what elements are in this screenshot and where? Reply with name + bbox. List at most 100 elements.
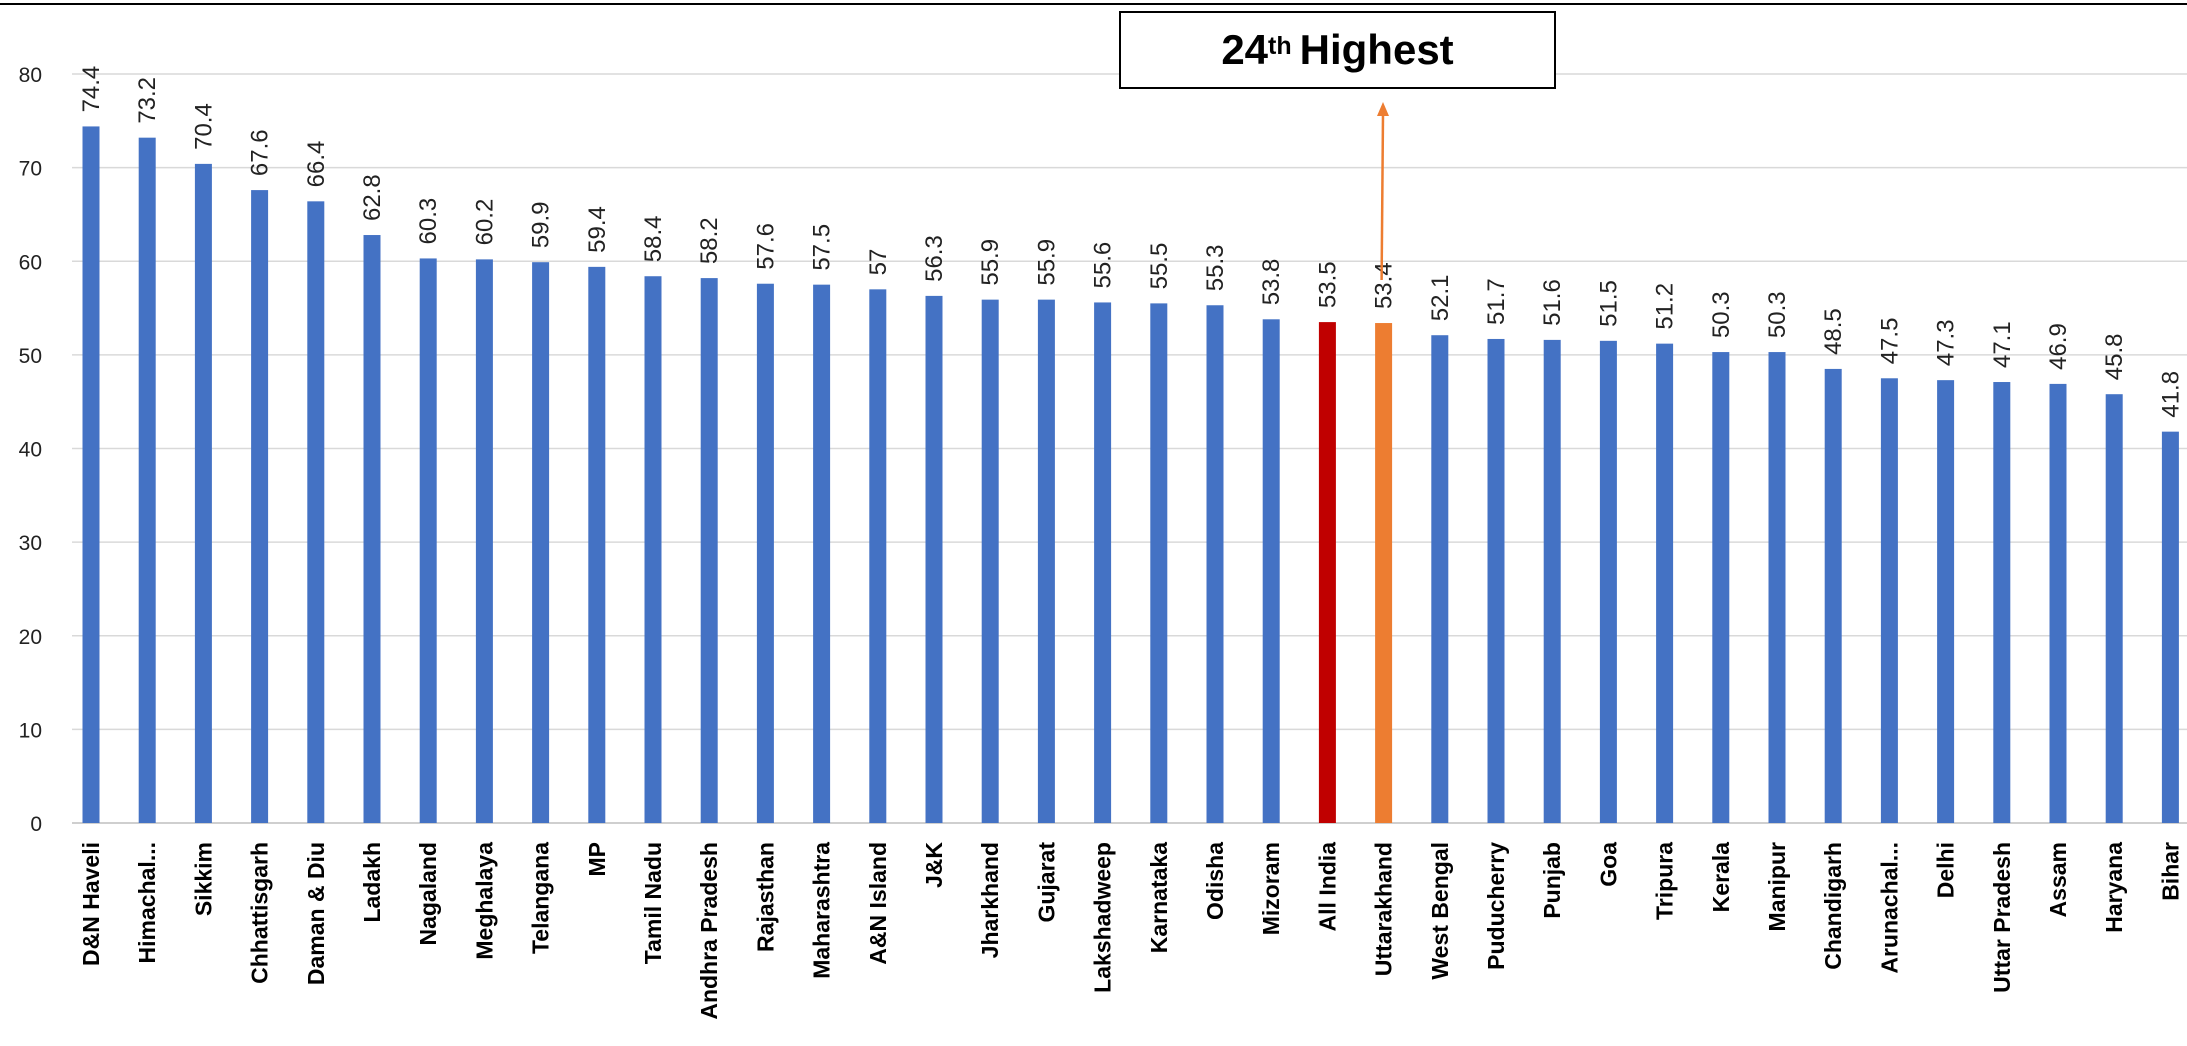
bar — [1656, 343, 1674, 823]
category-label: Telangana — [528, 842, 554, 954]
bar — [1487, 338, 1505, 823]
bar — [1037, 299, 1055, 824]
value-label: 60.3 — [415, 198, 442, 245]
arrow-line — [1380, 113, 1385, 280]
category-label: Manipur — [1764, 842, 1790, 931]
category-label: West Bengal — [1427, 842, 1453, 980]
bar — [1375, 323, 1393, 823]
value-label: 52.1 — [1427, 274, 1454, 321]
y-tick-label: 60 — [19, 251, 42, 274]
category-label: MP — [584, 842, 610, 877]
category-label: Bihar — [2157, 842, 2183, 901]
bar — [588, 266, 606, 823]
bar — [419, 258, 437, 823]
rank-text: Highest — [1299, 26, 1454, 73]
bar — [475, 259, 493, 823]
y-tick-label: 30 — [19, 532, 42, 555]
value-label: 50.3 — [1708, 291, 1735, 338]
value-label: 48.5 — [1820, 308, 1847, 355]
value-label: 66.4 — [303, 141, 330, 188]
y-tick-label: 0 — [30, 813, 42, 836]
y-tick-label: 80 — [19, 64, 42, 87]
category-label: Uttarakhand — [1371, 842, 1397, 976]
category-label: Odisha — [1202, 842, 1228, 920]
bar — [532, 262, 550, 823]
category-label: Puducherry — [1483, 842, 1509, 970]
category-label: Maharashtra — [809, 842, 835, 979]
category-label: Mizoram — [1258, 842, 1284, 935]
value-label: 47.1 — [1989, 321, 2016, 368]
value-label: 59.4 — [584, 206, 611, 253]
value-label: 55.9 — [1033, 239, 1060, 286]
gridlines — [72, 73, 2187, 824]
value-label: 60.2 — [471, 199, 498, 246]
value-label: 58.4 — [640, 216, 667, 263]
category-label: Andhra Pradesh — [696, 842, 722, 1020]
bar — [756, 283, 774, 824]
y-tick-label: 40 — [19, 439, 42, 462]
value-label: 53.8 — [1258, 259, 1285, 306]
bar — [700, 278, 718, 823]
rank-suffix: th — [1268, 31, 1292, 60]
value-label: 73.2 — [134, 77, 161, 124]
bar — [307, 201, 325, 823]
category-label: Tripura — [1652, 842, 1678, 920]
bar — [644, 276, 662, 824]
bar — [82, 126, 100, 824]
bar — [138, 137, 156, 824]
category-label: Gujarat — [1033, 842, 1059, 923]
category-label: Ladakh — [359, 842, 385, 923]
category-label: Assam — [2045, 842, 2071, 917]
category-label: Nagaland — [415, 842, 441, 946]
bar — [1543, 339, 1561, 823]
value-label: 56.3 — [921, 235, 948, 282]
category-label: All India — [1314, 842, 1340, 932]
value-label: 53.4 — [1371, 262, 1398, 309]
y-tick-label: 10 — [19, 719, 42, 742]
bar — [251, 190, 269, 824]
value-label: 47.3 — [1933, 319, 1960, 366]
value-label: 51.6 — [1539, 279, 1566, 326]
y-axis-ticks: 0 10 20 30 40 50 60 70 80 — [19, 64, 42, 836]
category-label: Tamil Nadu — [640, 842, 666, 964]
value-label: 51.2 — [1652, 283, 1679, 330]
category-label: Daman & Diu — [303, 842, 329, 985]
bar — [1599, 340, 1617, 823]
value-label: 46.9 — [2045, 323, 2072, 370]
bar — [194, 163, 212, 823]
category-label: Himachal... — [134, 842, 160, 963]
bar — [1993, 382, 2011, 823]
bar — [1262, 319, 1280, 823]
bar — [2161, 431, 2179, 823]
bar — [1768, 352, 1786, 823]
bar — [2105, 394, 2123, 823]
value-label: 74.4 — [78, 66, 105, 113]
category-label: Punjab — [1539, 842, 1565, 919]
bar — [1150, 303, 1168, 824]
bar — [1206, 305, 1224, 823]
value-label: 62.8 — [359, 174, 386, 221]
y-tick-label: 20 — [19, 626, 42, 649]
value-label: 41.8 — [2157, 371, 2184, 418]
value-label: 67.6 — [247, 129, 274, 176]
bar — [363, 235, 381, 823]
bar — [981, 299, 999, 824]
category-label: J&K — [921, 842, 947, 888]
value-label: 59.9 — [528, 201, 555, 248]
category-label: Delhi — [1933, 842, 1959, 898]
bar — [1937, 380, 1955, 823]
arrow-head — [1377, 102, 1389, 116]
value-label: 53.5 — [1314, 261, 1341, 308]
bar — [813, 284, 831, 823]
category-label: Meghalaya — [471, 842, 497, 960]
bar — [1712, 352, 1730, 823]
category-label: Kerala — [1708, 842, 1734, 913]
value-label: 55.6 — [1090, 242, 1117, 289]
category-label: Chhattisgarh — [247, 842, 273, 984]
value-label: 47.5 — [1876, 318, 1903, 365]
category-label: Sikkim — [190, 842, 216, 916]
bar — [1431, 335, 1449, 823]
category-label: Haryana — [2101, 842, 2127, 933]
